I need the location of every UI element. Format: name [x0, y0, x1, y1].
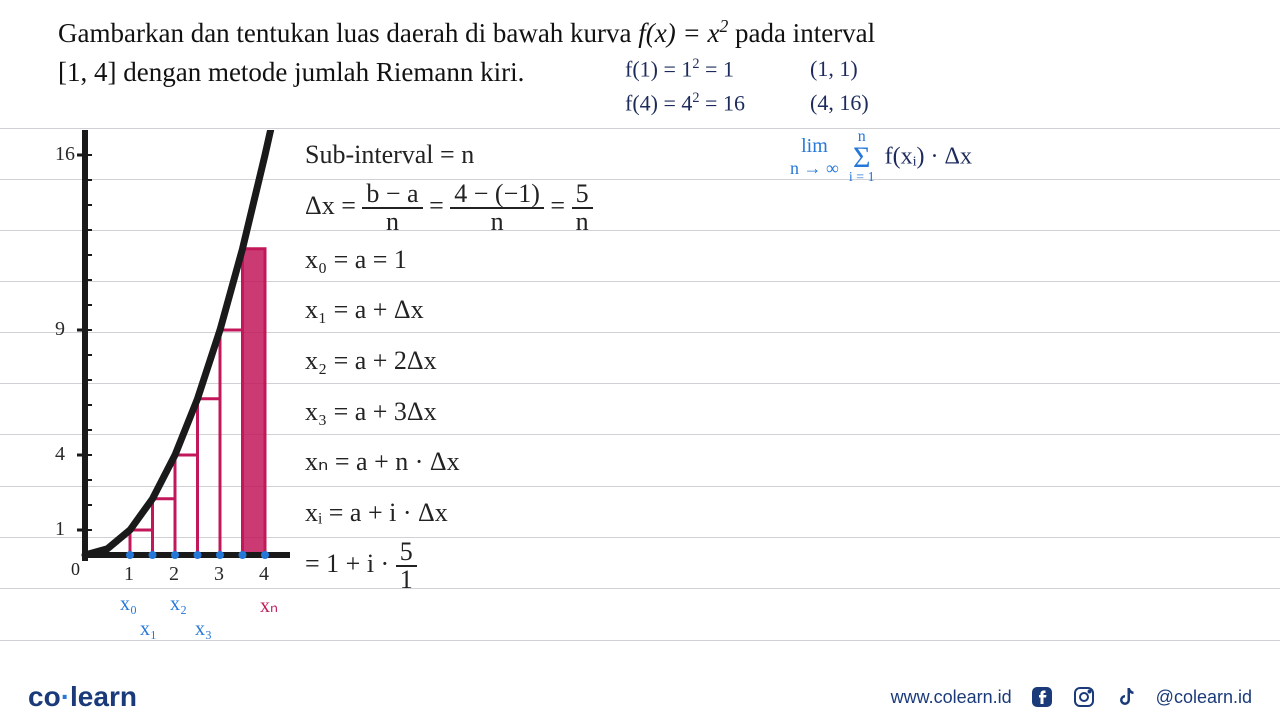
- problem-fx: f(x) = x: [638, 18, 719, 48]
- footer: co·learn www.colearn.id @colearn.id: [0, 674, 1280, 720]
- annot-f1: f(1) = 12 = 1: [625, 56, 734, 82]
- brand-logo: co·learn: [28, 681, 137, 713]
- riemann-lim: lim: [790, 135, 839, 158]
- riemann-sigma: Σ: [849, 146, 875, 170]
- xvar-x1: x₁: [140, 618, 157, 641]
- notes-eq: = 1 + i · 5 1: [305, 539, 593, 593]
- annot-pt1: (1, 1): [810, 56, 858, 82]
- notes-x1: x₁ = a + Δx: [305, 285, 593, 336]
- notes-dx: Δx = b − a n = 4 − (−1) n = 5 n: [305, 181, 593, 235]
- riemann-ninf: n → ∞: [790, 158, 839, 179]
- x-tick-label: 2: [169, 563, 179, 586]
- footer-right: www.colearn.id @colearn.id: [891, 685, 1252, 709]
- riemann-graph: 0: [60, 130, 290, 615]
- y-tick-label: 4: [55, 443, 65, 466]
- xvar-x3: x₃: [195, 618, 212, 641]
- problem-statement: Gambarkan dan tentukan luas daerah di ba…: [58, 14, 875, 92]
- y-tick-label: 9: [55, 318, 65, 341]
- tiktok-icon[interactable]: [1114, 685, 1138, 709]
- y-tick-label: 1: [55, 518, 65, 541]
- riemann-body: f(xᵢ) · Δx: [885, 144, 972, 170]
- facebook-icon[interactable]: [1030, 685, 1054, 709]
- notes-x2: x₂ = a + 2Δx: [305, 336, 593, 387]
- riemann-sum-bot: i = 1: [849, 170, 875, 186]
- notes-block: Sub-interval = n Δx = b − a n = 4 − (−1)…: [305, 130, 593, 593]
- problem-sq: 2: [719, 16, 728, 36]
- xvar-x0: x₀: [120, 593, 137, 616]
- annot-f4: f(4) = 42 = 16: [625, 90, 745, 116]
- problem-line1-post: pada interval: [728, 18, 875, 48]
- problem-line1-pre: Gambarkan dan tentukan luas daerah di ba…: [58, 18, 638, 48]
- annot-pt4: (4, 16): [810, 90, 869, 116]
- brand-co: co: [28, 681, 61, 712]
- notes-x0: x₀ = a = 1: [305, 235, 593, 286]
- notes-xi: xᵢ = a + i · Δx: [305, 488, 593, 539]
- x-tick-label: 4: [259, 563, 269, 586]
- xvar-xn: xₙ: [260, 593, 278, 618]
- footer-handle[interactable]: @colearn.id: [1156, 687, 1252, 708]
- svg-text:0: 0: [71, 559, 80, 579]
- brand-dot: ·: [61, 681, 70, 712]
- x-tick-label: 1: [124, 563, 134, 586]
- xvar-x2: x₂: [170, 593, 187, 616]
- graph-svg: 0: [60, 130, 290, 610]
- brand-learn: learn: [70, 681, 137, 712]
- notes-sub: Sub-interval = n: [305, 130, 593, 181]
- instagram-icon[interactable]: [1072, 685, 1096, 709]
- footer-url[interactable]: www.colearn.id: [891, 687, 1012, 708]
- y-tick-label: 16: [55, 143, 75, 166]
- problem-line2: [1, 4] dengan metode jumlah Riemann kiri…: [58, 57, 524, 87]
- riemann-formula: lim n → ∞ n Σ i = 1 f(xᵢ) · Δx: [790, 128, 972, 186]
- notes-x3: x₃ = a + 3Δx: [305, 387, 593, 438]
- notes-xn: xₙ = a + n · Δx: [305, 437, 593, 488]
- x-tick-label: 3: [214, 563, 224, 586]
